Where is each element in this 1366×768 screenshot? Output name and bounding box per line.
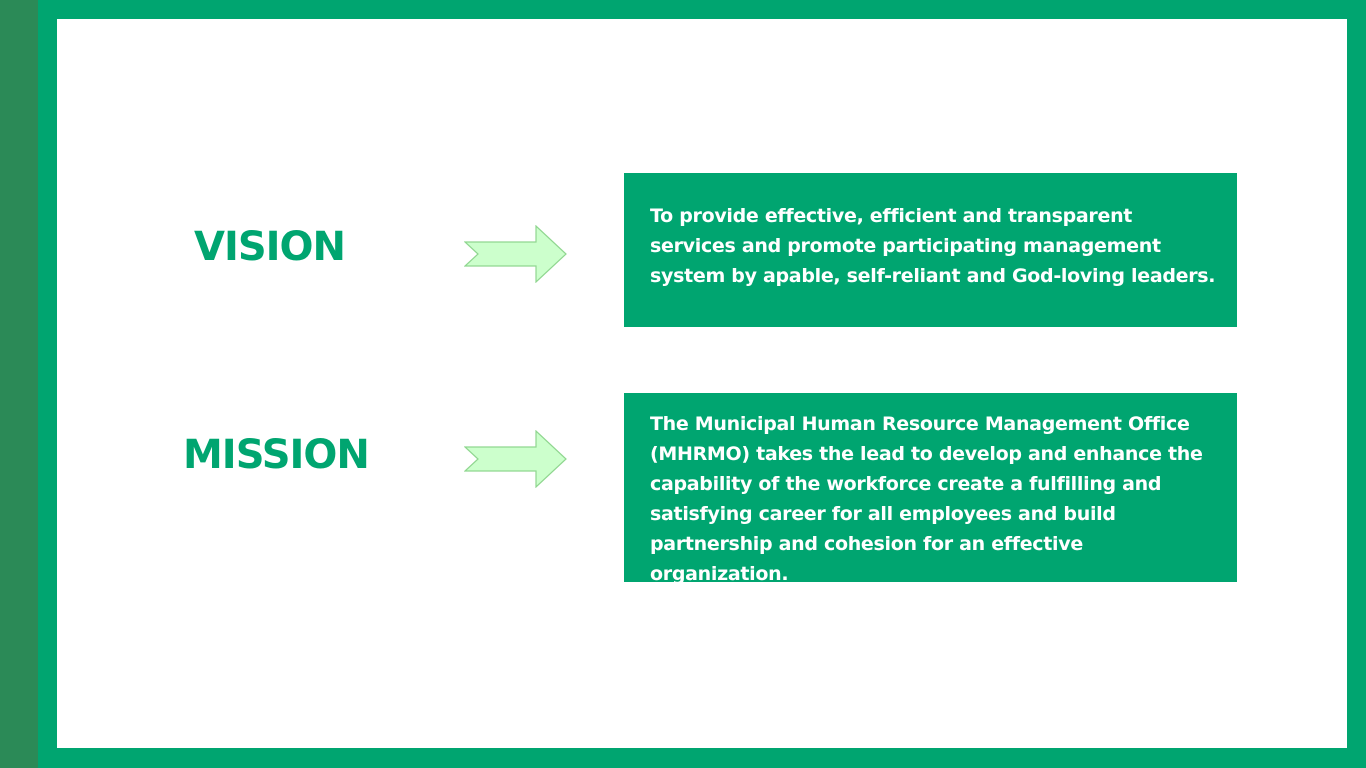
mission-statement-text: The Municipal Human Resource Management … xyxy=(650,413,1203,585)
mission-statement-box: The Municipal Human Resource Management … xyxy=(624,393,1237,585)
vision-statement-box: To provide effective, efficient and tran… xyxy=(624,173,1237,327)
vision-statement-text: To provide effective, efficient and tran… xyxy=(650,205,1216,287)
left-accent-stripe xyxy=(0,0,38,768)
vision-arrow-icon xyxy=(464,225,567,283)
mission-arrow-icon xyxy=(464,430,567,488)
slide-canvas: VISION To provide effective, efficient a… xyxy=(57,19,1347,748)
vision-heading: VISION xyxy=(194,224,346,270)
mission-heading: MISSION xyxy=(183,432,370,478)
